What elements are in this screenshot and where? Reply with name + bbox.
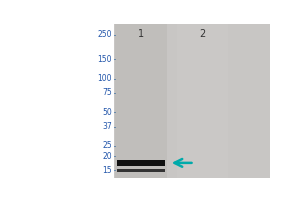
Text: 1: 1 <box>138 29 144 39</box>
Text: 75: 75 <box>102 88 112 97</box>
Bar <box>116 24 166 178</box>
Bar <box>117 169 165 172</box>
Bar <box>114 24 270 178</box>
Text: 2: 2 <box>200 29 206 39</box>
Bar <box>117 160 165 166</box>
Text: 25: 25 <box>102 141 112 150</box>
Text: 50: 50 <box>102 108 112 117</box>
Bar <box>177 24 228 178</box>
Text: 37: 37 <box>102 122 112 131</box>
Text: 20: 20 <box>102 152 112 161</box>
Text: 250: 250 <box>98 30 112 39</box>
Text: 100: 100 <box>98 74 112 83</box>
Text: 150: 150 <box>98 55 112 64</box>
Text: 15: 15 <box>102 166 112 175</box>
